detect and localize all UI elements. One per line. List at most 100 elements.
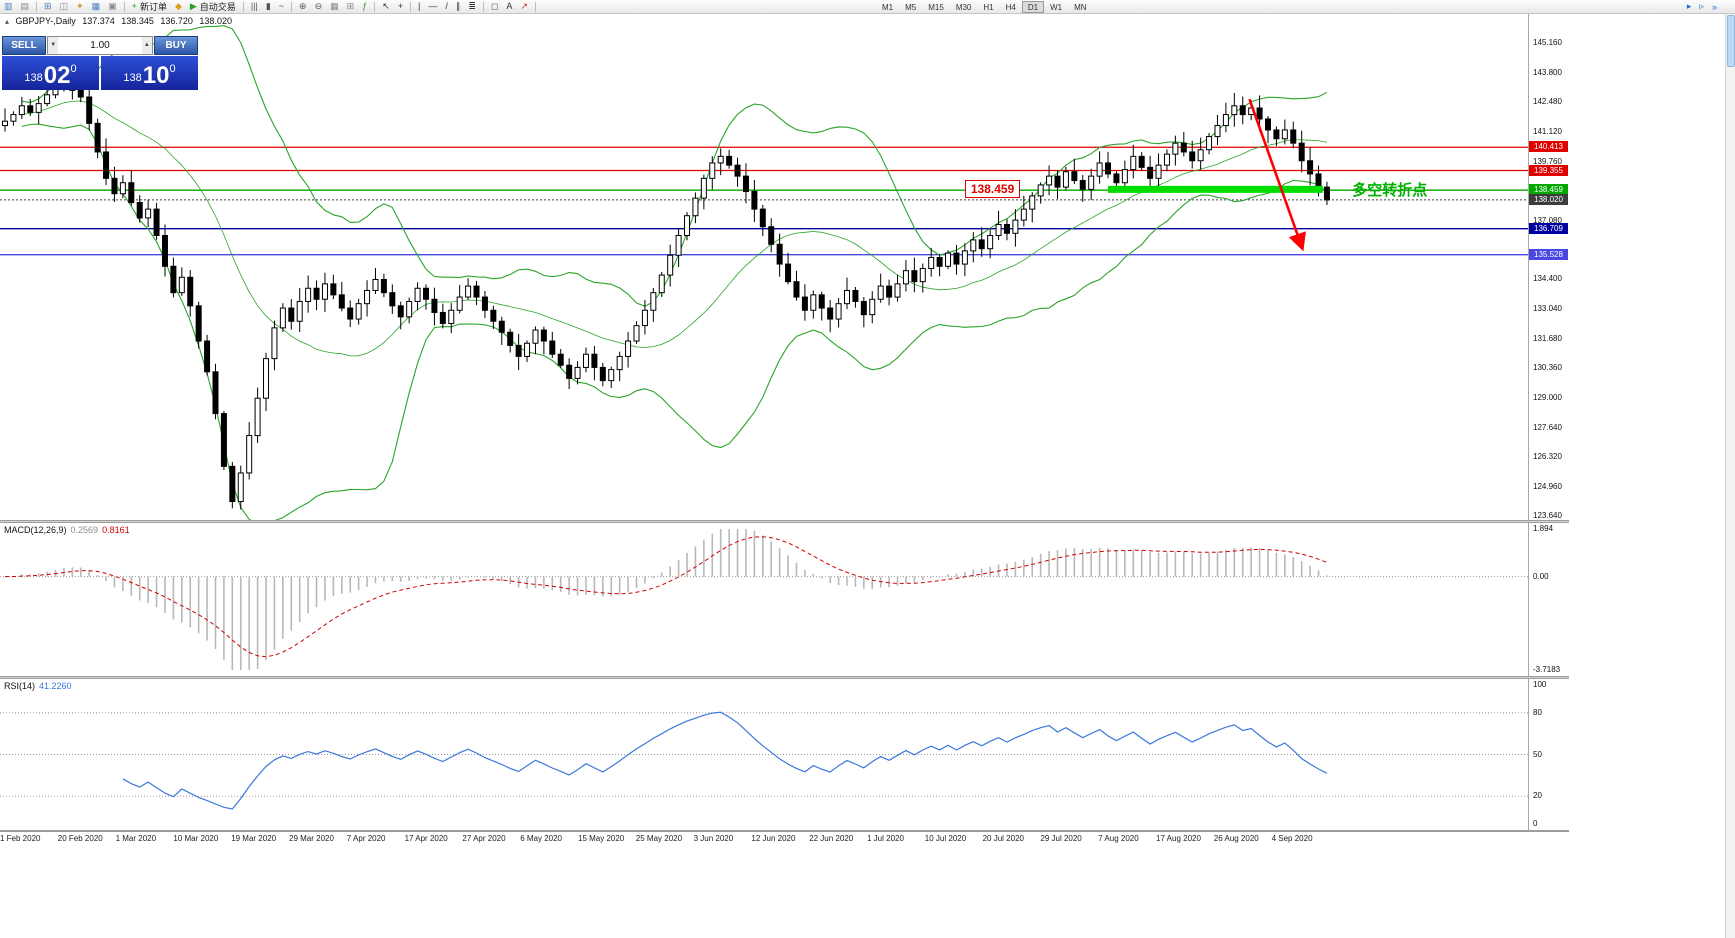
ohlc-high: 138.345 bbox=[121, 16, 154, 26]
date-label: 12 Jun 2020 bbox=[751, 834, 796, 843]
zoom-in-icon[interactable]: ⊕ bbox=[295, 0, 311, 13]
date-axis[interactable]: 1 Feb 2020 20 Feb 2020 1 Mar 2020 10 Mar 20… bbox=[0, 832, 1569, 847]
market-watch-icon-glyph: ⊞ bbox=[44, 1, 52, 11]
terminal-icon[interactable]: ▦ bbox=[88, 0, 105, 13]
data-window-icon[interactable]: ◫ bbox=[56, 0, 73, 13]
strategy-tester-icon[interactable]: ▣ bbox=[104, 0, 121, 13]
timeframe-m15[interactable]: M15 bbox=[928, 3, 944, 12]
macd-plot[interactable] bbox=[0, 523, 1528, 676]
sell-button[interactable]: SELL bbox=[2, 36, 46, 55]
panel-separator-3[interactable] bbox=[0, 830, 1569, 832]
rsi-tick-label: 50 bbox=[1533, 749, 1542, 759]
date-label: 1 Feb 2020 bbox=[0, 834, 41, 843]
volume-input[interactable] bbox=[58, 37, 142, 54]
trade-panel-toggle[interactable]: ▴ bbox=[5, 17, 10, 26]
toolbar-separator bbox=[374, 1, 376, 12]
grid-icon[interactable]: ⊞ bbox=[343, 0, 359, 13]
chart-title: ▴ GBPJPY-,Daily 137.374 138.345 136.720 … bbox=[5, 16, 236, 26]
candlestick-plot[interactable] bbox=[0, 13, 1528, 520]
price-tick-label: 129.000 bbox=[1533, 393, 1562, 403]
buy-price-sup: 0 bbox=[169, 63, 176, 75]
crosshair-icon[interactable]: + bbox=[394, 0, 407, 13]
zoom-out-icon-glyph: ⊖ bbox=[314, 1, 323, 11]
auto-trading-button-glyph: ▶ bbox=[189, 1, 197, 11]
indicators-icon[interactable]: ƒ bbox=[358, 0, 371, 13]
timeframe-h4[interactable]: H4 bbox=[1005, 3, 1016, 12]
toolbar-overflow-icon[interactable]: » bbox=[1711, 1, 1717, 12]
rsi-tick-label: 0 bbox=[1533, 819, 1538, 828]
timeframe-m1[interactable]: M1 bbox=[882, 3, 894, 12]
navigator-icon[interactable]: ✦ bbox=[72, 0, 88, 13]
chart-bars-icon[interactable]: ||| bbox=[247, 0, 262, 13]
window-scrollbar-thumb[interactable] bbox=[1727, 15, 1735, 67]
price-level-label: 135.528 bbox=[1529, 248, 1568, 260]
toolbar-separator bbox=[482, 1, 484, 12]
metaeditor-icon[interactable]: ◆ bbox=[171, 0, 186, 13]
new-chart-icon[interactable]: ▥ bbox=[0, 0, 17, 13]
auto-arrange-icon[interactable]: ▦ bbox=[326, 0, 343, 13]
price-tick-label: 124.960 bbox=[1533, 482, 1562, 492]
channel-icon[interactable]: ∥ bbox=[452, 0, 465, 13]
date-label: 25 May 2020 bbox=[635, 834, 683, 843]
toolbar-right-icons: ▸ ▹ » bbox=[1683, 0, 1721, 13]
horizontal-line-icon[interactable]: — bbox=[424, 0, 441, 13]
macd-tick-label: 0.00 bbox=[1533, 571, 1549, 581]
rsi-tick-label: 20 bbox=[1533, 791, 1542, 801]
date-label: 29 Jul 2020 bbox=[1040, 834, 1082, 843]
volume-stepper[interactable]: ▼ ▲ bbox=[47, 36, 153, 55]
macd-tick-label: 1.894 bbox=[1533, 524, 1554, 533]
macd-value-signal: 0.8161 bbox=[102, 525, 130, 535]
date-label: 19 Mar 2020 bbox=[231, 834, 277, 843]
panel-separator-2[interactable] bbox=[0, 676, 1569, 679]
timeframe-m30[interactable]: M30 bbox=[955, 3, 972, 12]
timeframe-h1[interactable]: H1 bbox=[983, 3, 994, 12]
panel-separator-1[interactable] bbox=[0, 520, 1569, 523]
timeframe-w1[interactable]: W1 bbox=[1050, 3, 1063, 12]
price-tick-label: 139.760 bbox=[1533, 156, 1562, 166]
arrows-icon[interactable]: ↗ bbox=[516, 0, 532, 13]
price-tick-label: 137.080 bbox=[1533, 215, 1562, 225]
rsi-axis: 100 80 50 20 0 bbox=[1528, 679, 1568, 830]
market-watch-icon[interactable]: ⊞ bbox=[40, 0, 56, 13]
main-price-axis[interactable]: 145.160 143.800 142.480 141.120 139.760 137.0… bbox=[1528, 13, 1568, 520]
timeframe-d1[interactable]: D1 bbox=[1021, 1, 1045, 13]
date-label: 10 Mar 2020 bbox=[173, 834, 219, 843]
new-order-button[interactable]: + 新订单 bbox=[128, 0, 171, 13]
price-callout-138459[interactable]: 138.459 bbox=[964, 180, 1021, 199]
window-scrollbar[interactable] bbox=[1725, 0, 1735, 938]
zoom-out-icon[interactable]: ⊖ bbox=[311, 0, 327, 13]
volume-decrease-button[interactable]: ▼ bbox=[48, 37, 59, 54]
chart-bars-icon-glyph: ||| bbox=[250, 1, 258, 11]
shapes-icon[interactable]: ◻ bbox=[487, 0, 502, 13]
buy-button[interactable]: BUY bbox=[154, 36, 198, 55]
date-label: 1 Jul 2020 bbox=[867, 834, 904, 843]
timeframe-mn[interactable]: MN bbox=[1074, 3, 1087, 12]
chart-line-icon[interactable]: ~ bbox=[275, 0, 288, 13]
ohlc-close: 138.020 bbox=[199, 16, 232, 26]
text-icon[interactable]: A bbox=[502, 0, 516, 13]
cursor-icon-glyph: ↖ bbox=[382, 1, 390, 11]
date-label: 10 Jul 2020 bbox=[924, 834, 967, 843]
grid-icon-glyph: ⊞ bbox=[346, 1, 355, 11]
fibonacci-icon[interactable]: ≣ bbox=[464, 0, 480, 13]
cn-annotation[interactable]: 多空转折点 bbox=[1352, 182, 1428, 200]
vertical-line-icon[interactable]: | bbox=[414, 0, 424, 13]
cursor-icon[interactable]: ↖ bbox=[378, 0, 394, 13]
chart-candles-icon[interactable]: ▮ bbox=[262, 0, 275, 13]
auto-trading-button[interactable]: ▶ 自动交易 bbox=[186, 0, 240, 13]
auto-scroll-icon[interactable]: ▹ bbox=[1699, 1, 1704, 11]
timeframe-group: M1 M5 M15 M30 H1 H4 D1 W1 MN bbox=[876, 1, 1093, 13]
volume-increase-button[interactable]: ▲ bbox=[141, 37, 153, 54]
chart-shift-icon[interactable]: ▸ bbox=[1686, 1, 1692, 11]
price-tick-label: 133.040 bbox=[1533, 304, 1562, 314]
chart-profiles-icon[interactable]: ▤ bbox=[17, 0, 34, 13]
buy-price-big: 10 bbox=[142, 62, 170, 89]
trendline-icon[interactable]: / bbox=[441, 0, 452, 13]
rsi-plot[interactable] bbox=[0, 679, 1528, 830]
buy-price-display[interactable]: 138 10 0 bbox=[101, 56, 198, 90]
sell-price-display[interactable]: 138 02 0 bbox=[2, 56, 99, 90]
new-order-button-glyph: + bbox=[131, 1, 137, 11]
timeframe-m5[interactable]: M5 bbox=[905, 3, 917, 12]
date-label: 29 Mar 2020 bbox=[289, 834, 334, 843]
ohlc-open: 137.374 bbox=[82, 16, 115, 26]
